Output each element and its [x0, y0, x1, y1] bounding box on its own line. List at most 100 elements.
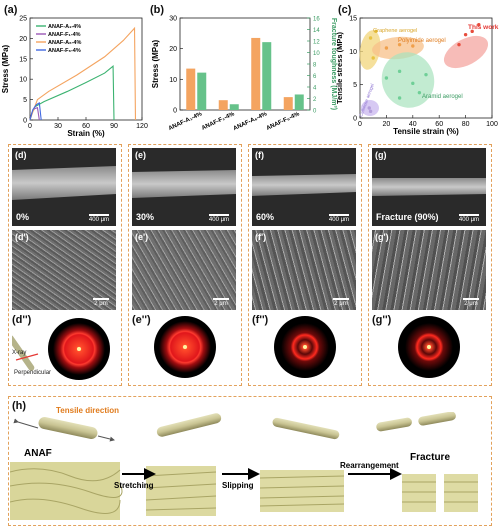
- panel-label-e2: (e''): [132, 314, 151, 326]
- chart-b-ytick-1: 10: [169, 77, 177, 84]
- network-stretching: [145, 466, 217, 516]
- chart-b-category-1: ANAF-F₁-4%: [201, 111, 236, 132]
- sem-nano-fracture: (g') 2 μm: [372, 230, 486, 310]
- stretching-label: Stretching: [114, 481, 154, 490]
- chart-b-y2tick-1: 2: [313, 97, 317, 103]
- chart-a-series-0: [29, 64, 115, 121]
- scalebar-g1: 2 μm: [460, 298, 482, 307]
- chart-c-xtick-1: 20: [383, 121, 391, 128]
- chart-b-category-3: ANAF-F₆-4%: [266, 111, 302, 132]
- chart-b-y2tick-8: 16: [313, 17, 320, 23]
- chart-c-point-9: [417, 90, 422, 95]
- chart-c-point-11: [384, 76, 389, 80]
- chart-c-ytick-3: 15: [349, 16, 357, 23]
- chart-b-ylabel: Stress (MPa): [151, 39, 160, 88]
- chart-c-point-15: [470, 29, 474, 34]
- chart-b-y2tick-7: 14: [313, 28, 320, 34]
- chart-b-bar-stress-0: [186, 68, 196, 110]
- chart-c-point-6: [397, 69, 402, 74]
- chart-a-xtick-0: 0: [28, 123, 32, 130]
- chart-c-xlabel: Tensile strain (%): [393, 127, 459, 136]
- chart-b-bar-toughness-2: [262, 42, 272, 110]
- chart-b-bar-stress-2: [251, 37, 261, 110]
- strain-label-0: 0%: [16, 212, 30, 222]
- column-frame-fracture: [368, 144, 492, 386]
- sem-fiber-0: (d) 0% 400 μm: [12, 148, 116, 226]
- chart-c-ylabel: Tensile stress (MPa): [336, 32, 344, 104]
- chart-a-legend-1: ANAF-F₁-4%: [48, 32, 81, 38]
- strain-label-fracture: Fracture (90%): [376, 212, 439, 222]
- xray-label: X-ray: [12, 350, 27, 356]
- panel-label-g1: (g'): [375, 232, 389, 242]
- panel-label-d: (d): [15, 150, 27, 160]
- scalebar-e1: 2 μm: [210, 298, 232, 307]
- chart-b-ytick-3: 30: [169, 16, 177, 23]
- fiber-stretching: [156, 413, 222, 437]
- network-slipping: [259, 470, 345, 512]
- chart-b-bar-stress-3: [283, 97, 293, 110]
- fiber-slipping: [272, 417, 340, 440]
- waxs-cell-60: (f''): [252, 314, 356, 380]
- chart-c-scatter: 0 5 10 15 0 20 40 60 80 100 Graphene aerogel Pol…: [336, 16, 499, 137]
- panel-label-d2: (d''): [12, 314, 32, 326]
- sem-fiber-60: (f) 60% 400 μm: [252, 148, 356, 226]
- panel-label-f1: (f'): [255, 232, 267, 242]
- sem-nano-60: (f') 2 μm: [252, 230, 356, 310]
- sem-nano-0: (d') 2 μm: [12, 230, 116, 310]
- chart-b-y2tick-4: 8: [313, 63, 317, 69]
- chart-a-ytick-5: 25: [19, 16, 27, 23]
- this-work-region: [443, 35, 489, 69]
- chart-b-y2tick-0: 0: [313, 109, 317, 115]
- aramid-aerogel-label: Aramid aerogel: [422, 94, 463, 100]
- chart-c-point-12: [367, 106, 371, 110]
- chart-b-bar-toughness-0: [197, 72, 207, 110]
- chart-a-stress-strain: 0 5 10 15 20 25 0 30 60 90 120 ANAF-A₁-4% ANAF-F₁-…: [1, 16, 148, 139]
- chart-a-xtick-2: 60: [82, 123, 90, 130]
- chart-b-bar-toughness-1: [229, 104, 239, 110]
- chart-a-ylabel: Stress (MPa): [1, 44, 10, 93]
- chart-c-point-7: [411, 81, 415, 86]
- fracture-label: Fracture: [410, 452, 450, 463]
- sem-nano-30: (e') 2 μm: [132, 230, 236, 310]
- waxs-pattern-60: [274, 316, 336, 378]
- polyimide-aerogel-label: Polyimide aerogel: [398, 38, 446, 44]
- chart-c-point-2: [374, 29, 378, 34]
- column-frame-30: [128, 144, 242, 386]
- chart-c-point-17: [477, 22, 481, 27]
- chart-a-ytick-1: 5: [23, 97, 27, 104]
- chart-c-xtick-2: 40: [409, 121, 417, 128]
- chart-a-ytick-4: 20: [19, 36, 27, 43]
- chart-c-point-8: [424, 72, 428, 77]
- chart-a-ytick-2: 10: [19, 77, 27, 84]
- panel-label-g2: (g''): [372, 314, 392, 326]
- chart-a-xtick-4: 120: [136, 123, 148, 130]
- waxs-pattern-30: [154, 316, 216, 378]
- mechanism-diagram: ANAF Stretching Slipping Rearrangement F…: [10, 412, 478, 520]
- chart-c-point-4: [397, 42, 402, 47]
- sem-fiber-30: (e) 30% 400 μm: [132, 148, 236, 226]
- waxs-pattern-0: [48, 318, 110, 380]
- chart-a-xtick-1: 30: [54, 123, 62, 130]
- chart-c-ytick-0: 0: [353, 116, 357, 123]
- scalebar-f: 400 μm: [326, 214, 352, 223]
- chart-b-y2label: Fracture toughness (MJ/m³): [330, 18, 337, 110]
- chart-c-ytick-2: 10: [349, 49, 357, 56]
- scalebar-g: 400 μm: [456, 214, 482, 223]
- waxs-pattern-fracture: [398, 316, 460, 378]
- chart-c-xtick-0: 0: [358, 121, 362, 128]
- strain-label-60: 60%: [256, 212, 275, 222]
- chart-c-point-14: [463, 32, 468, 37]
- panel-label-e1: (e'): [135, 232, 149, 242]
- chart-c-point-13: [368, 109, 373, 114]
- strain-label-30: 30%: [136, 212, 155, 222]
- panel-label-a: (a): [4, 4, 18, 16]
- scalebar-d: 400 μm: [86, 214, 112, 223]
- waxs-cell-30: (e''): [132, 314, 236, 380]
- chart-b-y2tick-3: 6: [313, 74, 317, 80]
- chart-a-legend-3: ANAF-F₆-4%: [48, 48, 81, 54]
- panel-label-f2: (f''): [252, 314, 269, 326]
- chart-a-ytick-3: 15: [19, 56, 27, 63]
- chart-c-point-0: [368, 36, 373, 40]
- chart-b-y2tick-5: 10: [313, 51, 320, 57]
